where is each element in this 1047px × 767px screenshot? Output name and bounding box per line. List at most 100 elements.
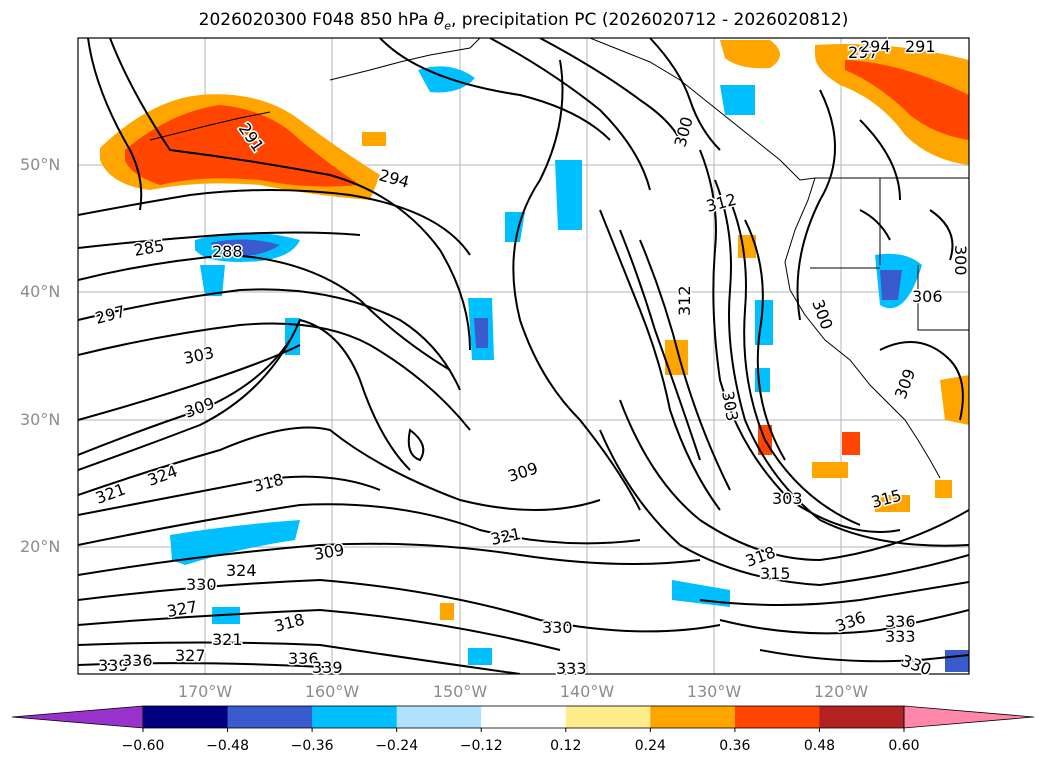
contour-label: 333 <box>885 627 916 646</box>
lat-label-30n: 30°N <box>20 410 61 429</box>
precip-positive-area <box>812 462 848 478</box>
colorbar-tick-label: −0.48 <box>206 738 249 754</box>
contour-label: 297 <box>93 302 127 328</box>
contour-label: 303 <box>772 489 803 508</box>
precip-positive-area <box>720 40 780 69</box>
contour-label: 309 <box>312 540 345 564</box>
precipitation-shading <box>100 40 969 672</box>
lat-label-20n: 20°N <box>20 537 61 556</box>
contour-label: 333 <box>556 659 587 678</box>
contour-label: 336 <box>885 612 916 631</box>
colorbar-segment <box>650 706 736 728</box>
contour-label: 339 <box>98 656 129 675</box>
precip-negative-area <box>468 648 492 665</box>
colorbar-tick-label: −0.12 <box>459 738 503 754</box>
colorbar-extend-right <box>903 705 1035 729</box>
contour-label: 288 <box>212 242 243 261</box>
colorbar-segment <box>312 706 398 728</box>
precip-positive-area <box>362 132 386 146</box>
contour-label: 321 <box>489 524 523 549</box>
precip-positive-area <box>440 603 454 620</box>
colorbar-tick-label: 0.12 <box>550 738 582 754</box>
colorbar-tick-label: −0.24 <box>375 738 419 754</box>
contour-label: 300 <box>951 245 970 276</box>
contour-label: 309 <box>182 393 217 421</box>
colorbar <box>11 705 1035 732</box>
theta-e-contours <box>78 38 969 674</box>
colorbar-frame <box>142 705 905 729</box>
contour-label: 336 <box>122 651 153 670</box>
contour-label: 300 <box>671 115 697 149</box>
contour-label: 321 <box>212 630 243 649</box>
precip-positive-area <box>875 495 910 512</box>
contour-label: 303 <box>182 343 216 368</box>
colorbar-tick-label: 0.24 <box>634 738 666 754</box>
precip-negative-area <box>200 265 225 296</box>
contour-label: 318 <box>251 470 285 496</box>
contour-label: 300 <box>808 297 836 332</box>
lon-label-130w: 130°W <box>686 682 742 701</box>
precip-negative-area <box>720 85 755 115</box>
contour-label: 318 <box>272 610 306 636</box>
colorbar-tick-label: 0.48 <box>803 738 836 754</box>
contour-label: 324 <box>226 561 257 580</box>
colorbar-segment <box>565 706 651 728</box>
precip-positive-area <box>940 375 969 425</box>
contour-label: 339 <box>312 658 343 677</box>
precip-positive-area <box>842 432 860 455</box>
lat-label-40n: 40°N <box>20 282 61 301</box>
precip-negative-area <box>880 270 902 300</box>
contour-label: 306 <box>912 287 943 306</box>
precip-negative-area <box>672 580 730 607</box>
colorbar-extend-left <box>11 705 144 729</box>
contour-label: 297 <box>848 43 879 62</box>
colorbar-segment <box>396 706 482 728</box>
contour-label: 309 <box>891 366 919 401</box>
precip-positive-area <box>815 44 969 165</box>
colorbar-segment <box>481 706 567 728</box>
contour-label: 330 <box>542 618 573 637</box>
colorbar-tick-label: −0.36 <box>290 738 334 754</box>
colorbar-segment <box>734 706 820 728</box>
precip-positive-area <box>845 60 969 140</box>
lon-label-170w: 170°W <box>177 682 233 701</box>
contour-label: 312 <box>675 285 694 316</box>
contour-label: 321 <box>93 479 128 507</box>
contour-label: 312 <box>704 190 738 216</box>
contour-label: 324 <box>145 461 180 489</box>
precip-positive-area <box>125 105 360 187</box>
colorbar-tick-label: −0.60 <box>121 738 165 754</box>
colorbar-segment <box>819 706 905 728</box>
precip-negative-area <box>210 239 280 257</box>
precip-negative-area <box>945 650 969 672</box>
contour-label: 291 <box>905 37 936 56</box>
contour-label: 285 <box>132 236 165 260</box>
precip-negative-area <box>170 520 300 565</box>
contour-label: 327 <box>175 646 206 665</box>
contour-label: 336 <box>288 649 319 668</box>
colorbar-tick-label: 0.60 <box>888 738 920 754</box>
contour-label: 309 <box>505 458 540 486</box>
precip-positive-area <box>935 480 952 498</box>
contour-label: 315 <box>760 564 791 583</box>
lon-label-150w: 150°W <box>432 682 488 701</box>
contour-label: 294 <box>860 37 891 56</box>
contour-label: 303 <box>718 389 742 422</box>
contour-label: 294 <box>377 166 411 192</box>
lon-label-140w: 140°W <box>559 682 615 701</box>
precip-negative-area <box>474 318 488 348</box>
lon-label-160w: 160°W <box>304 682 360 701</box>
colorbar-tick-label: 0.36 <box>719 738 751 754</box>
precip-negative-area <box>555 160 582 230</box>
coastlines <box>149 38 969 479</box>
colorbar-segment <box>143 706 229 728</box>
map-frame <box>77 37 970 675</box>
contour-label: 330 <box>899 651 934 679</box>
precip-negative-area <box>755 300 773 345</box>
lon-label-120w: 120°W <box>813 682 869 701</box>
contour-label: 330 <box>186 575 217 594</box>
page-title: 2026020300 F048 850 hPa θe, precipitatio… <box>198 10 849 33</box>
lat-label-50n: 50°N <box>20 155 61 174</box>
colorbar-segment <box>227 706 313 728</box>
